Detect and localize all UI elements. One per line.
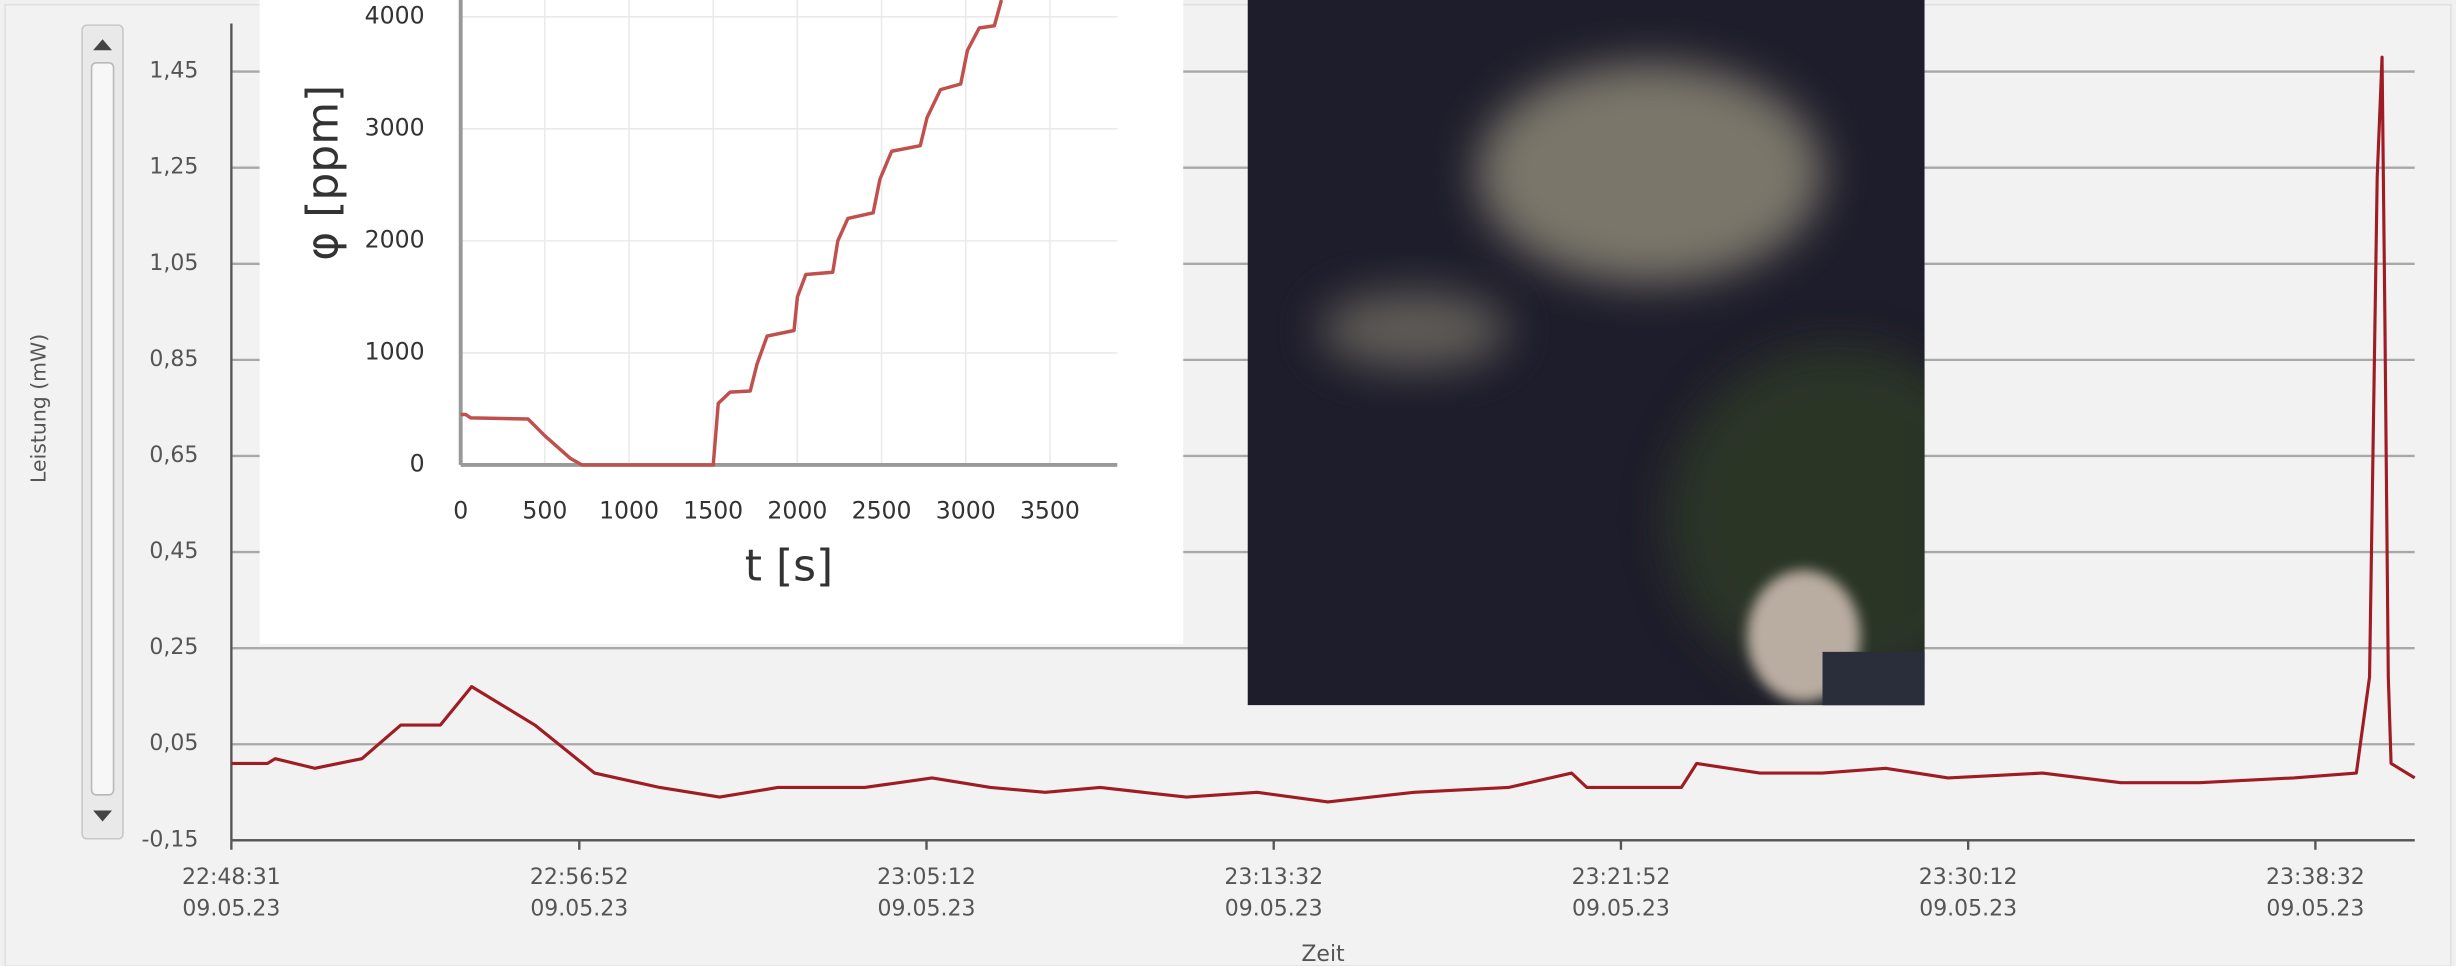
y-tick-label: 0,45: [149, 539, 198, 564]
y-tick-label: 1000: [365, 337, 425, 365]
x-axis-title: Zeit: [1301, 942, 1345, 966]
x-tick-label: 23:21:52: [1572, 865, 1671, 890]
y-axis-title: Leistung (mW): [27, 334, 51, 483]
y-tick-label: 0: [410, 449, 425, 477]
x-tick-label: 09.05.23: [530, 896, 628, 921]
inset-panel: [260, 0, 1184, 644]
inset-chart: φ [ppm] t [s] 0 1000 2000 3000 4000 0 500 1000 1…: [260, 0, 1184, 644]
photo-cloud: [1477, 63, 1823, 283]
x-tick-label: 09.05.23: [878, 896, 976, 921]
inset-y-title: φ [ppm]: [298, 85, 349, 261]
x-tick-label: 23:38:32: [2266, 865, 2365, 890]
x-tick-label: 0: [453, 497, 468, 525]
y-tick-label: 1,45: [149, 59, 198, 84]
x-tick-label: 22:48:31: [182, 865, 281, 890]
photo-cloud: [1320, 291, 1508, 370]
x-tick-label: 23:30:12: [1919, 865, 2018, 890]
x-tick-label: 3500: [1020, 497, 1080, 525]
y-tick-label: 1,25: [149, 155, 198, 180]
x-tick-label: 09.05.23: [2266, 896, 2364, 921]
photo-person-body: [1823, 652, 1933, 715]
x-tick-label: 1500: [683, 497, 743, 525]
y-tick-label: 3000: [365, 113, 425, 141]
y-tick-label: 2000: [365, 225, 425, 253]
y-tick-label: 0,85: [149, 347, 198, 372]
x-tick-label: 2000: [767, 497, 827, 525]
photo: [1248, 0, 2011, 715]
screenshot: Leistung (mW) Zeit -0,15 0,05 0,25 0,45 0,65…: [0, 0, 2456, 966]
y-tick-label: 0,65: [149, 443, 198, 468]
x-tick-label: 1000: [599, 497, 659, 525]
x-tick-label: 23:05:12: [877, 865, 976, 890]
y-tick-label: 0,25: [149, 635, 198, 660]
x-tick-label: 3000: [936, 497, 996, 525]
scrollbar[interactable]: [82, 25, 123, 839]
x-tick-label: 2500: [852, 497, 912, 525]
y-tick-label: -0,15: [141, 827, 198, 852]
scrollbar-thumb[interactable]: [92, 63, 114, 795]
inset-x-title: t [s]: [745, 541, 833, 592]
y-tick-label: 4000: [365, 1, 425, 29]
x-tick-label: 22:56:52: [530, 865, 629, 890]
x-tick-label: 09.05.23: [1919, 896, 2017, 921]
x-tick-label: 09.05.23: [1572, 896, 1670, 921]
x-tick-label: 23:13:32: [1224, 865, 1323, 890]
y-tick-label: 0,05: [149, 731, 198, 756]
x-tick-label: 09.05.23: [182, 896, 280, 921]
y-tick-label: 1,05: [149, 251, 198, 276]
x-tick-label: 500: [522, 497, 567, 525]
page: Leistung (mW) Zeit -0,15 0,05 0,25 0,45 0,65…: [0, 0, 2456, 966]
x-tick-label: 09.05.23: [1225, 896, 1323, 921]
